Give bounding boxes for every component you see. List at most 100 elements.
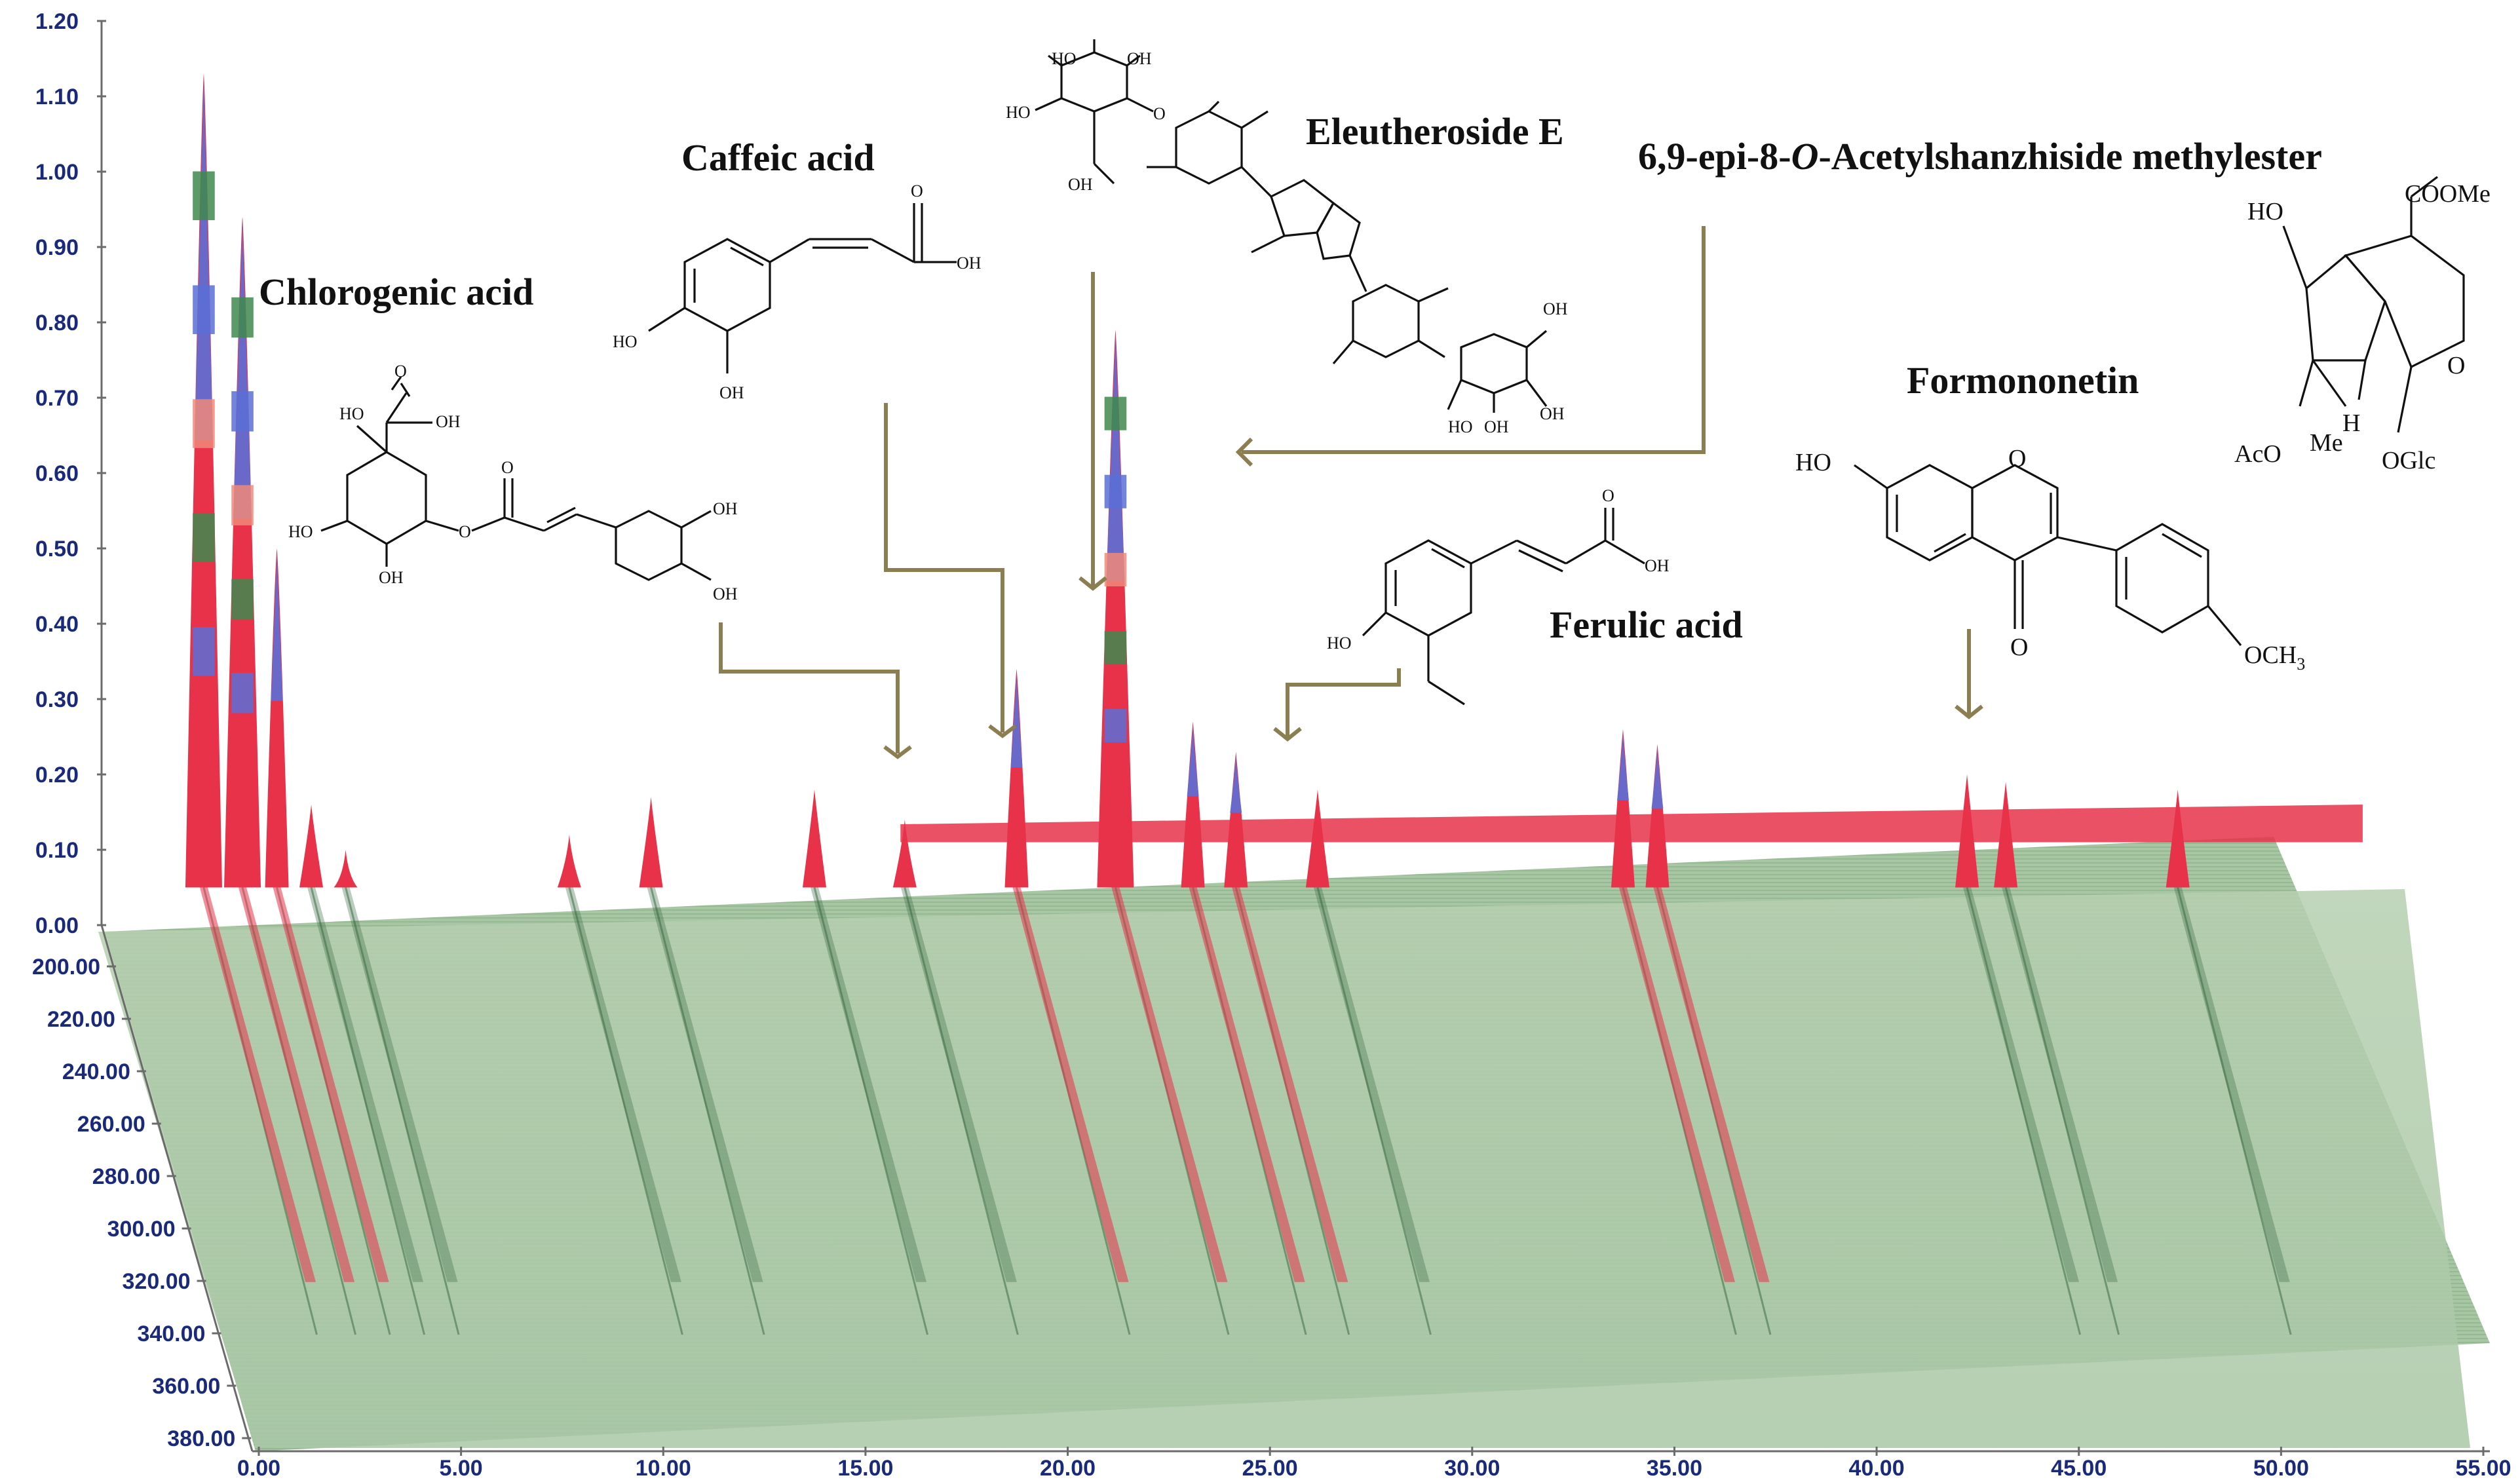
structure-ferulic-acid: O OH HO [1327,486,1670,706]
peak-body [1611,729,1635,888]
atom-ho: HO [2247,198,2283,225]
peak-body [1181,721,1205,888]
y-tick-label: 0.30 [35,687,79,712]
peak [1994,782,2118,1282]
plateau-band [900,805,2363,843]
atom-ho: HO [1448,417,1473,436]
z-tick-label: 280.00 [92,1164,161,1189]
label-acetylshanzhiside: 6,9-epi-8-O-Acetylshanzhiside methyleste… [1638,135,2322,178]
structure-formononetin: HO O O OCH3 [1795,445,2305,674]
atom-oh: OH [1645,556,1670,575]
atom-ho: HO [613,332,638,351]
peak-core [1010,669,1023,768]
streak [345,887,460,1335]
peak-band [193,399,215,448]
peak-body [2166,790,2190,888]
label-chlorogenic-acid: Chlorogenic acid [259,271,533,313]
peak [1181,721,1305,1282]
arrowhead-eleutheroside [1079,576,1107,591]
z-tick-label: 220.00 [47,1007,115,1032]
atom-o: O [459,522,471,541]
streak [813,887,928,1335]
peak-body [265,548,289,888]
label-eleutheroside-e: Eleutheroside E [1306,110,1564,153]
peak [265,548,389,1282]
atom-oh: OH [713,584,738,603]
peak-tail [2173,887,2290,1282]
atom-oh: OH [1484,417,1509,436]
x-axis-ticks: 0.00 5.00 10.00 15.00 20.00 25.00 30.00 35.00 40… [237,1447,2511,1481]
peak-tail [2002,887,2118,1282]
arrow-chlorogenic [719,622,900,753]
y-tick-label: 1.20 [35,9,79,34]
x-tick-label: 25.00 [1242,1456,1298,1481]
x-tick-label: 0.00 [237,1456,280,1481]
arrow-acetylshanzhiside [1242,226,1706,454]
peak-tail [239,887,355,1282]
z-axis-ticks: 200.00 220.00 240.00 260.00 280.00 300.00 320.… [32,955,252,1451]
peak-band [231,672,254,713]
peak-tail [900,887,1017,1282]
y-tick-label: 0.40 [35,612,79,637]
peak-band [193,627,215,676]
atom-o: O [2447,352,2465,379]
atom-oglc: OGlc [2382,447,2435,474]
atom-h: H [2342,409,2360,437]
atom-ho: HO [1327,634,1352,653]
peak-body [1305,790,1329,888]
peak-tail [199,887,316,1282]
peak [334,850,458,1282]
floor-shading [98,889,2470,1448]
z-axis-line [100,924,254,1452]
label-ferulic-acid: Ferulic acid [1550,603,1743,646]
peak-band [231,485,254,525]
y-tick-label: 0.10 [35,838,79,863]
atom-oh: OH [713,499,738,518]
atom-oh: OH [1540,404,1565,423]
peak-tail [1012,887,1129,1282]
streak [310,887,426,1335]
streak [1966,887,2082,1335]
peak [1305,790,1430,1282]
peak [1004,669,1129,1282]
structure-chlorogenic-acid: HO O OH HO OH O O OH OH [288,362,738,603]
peak-band [193,285,215,334]
x-tick-label: 45.00 [2051,1456,2107,1481]
peak [224,217,355,1282]
peak-tail [1653,887,1770,1282]
peak-body [1645,744,1670,888]
peak [892,820,1017,1282]
peak [1224,752,1348,1282]
x-tick-label: 50.00 [2253,1456,2309,1481]
atom-o: O [2008,445,2026,472]
peak-core [1230,752,1242,813]
atom-o: O [394,362,407,381]
y-tick-label: 0.00 [35,913,79,938]
peak-band [231,297,254,338]
atom-aco: AcO [2234,440,2281,468]
peak-tail [565,887,681,1282]
peak-body [334,850,358,888]
label-acetylshanzhiside-o: O [1791,135,1819,178]
atom-oh: OH [379,568,404,587]
peak-body [892,820,917,888]
atom-oh: OH [1068,175,1093,194]
atom-me: Me [2310,429,2343,457]
surface-layer [98,805,2490,1451]
x-tick-label: 40.00 [1849,1456,1905,1481]
z-tick-label: 340.00 [137,1322,205,1346]
peak-band [1104,631,1127,665]
z-tick-label: 240.00 [62,1059,130,1084]
atom-oh: OH [1127,49,1152,68]
peak-body [1994,782,2018,888]
peak-body [185,73,222,888]
x-tick-label: 10.00 [636,1456,691,1481]
atom-ho: HO [1795,449,1831,476]
streak [904,887,1019,1335]
peak-tail [341,887,458,1282]
peak-tail [1618,887,1735,1282]
peak-band [193,513,215,562]
x-tick-label: 15.00 [837,1456,893,1481]
structure-caffeic-acid: O OH HO OH [613,181,982,402]
